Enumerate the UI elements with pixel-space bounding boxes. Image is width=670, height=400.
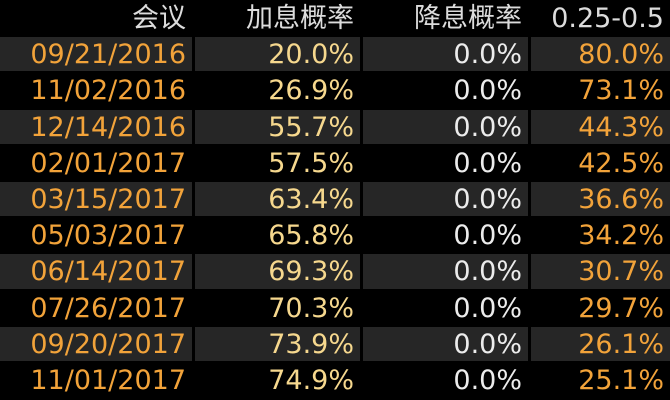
range-probability: 34.2% [578, 220, 664, 252]
cut-probability: 0.0% [453, 220, 522, 252]
cut-probability: 0.0% [453, 147, 522, 179]
cut-probability: 0.0% [363, 37, 528, 72]
meeting-date: 05/03/2017 [30, 220, 186, 252]
cut-probability: 0.0% [453, 292, 522, 324]
range-probability: 44.3% [531, 109, 670, 144]
meeting-date: 11/01/2017 [30, 365, 186, 396]
hike-probability: 20.0% [195, 37, 360, 72]
column-header: 加息概率 [246, 3, 354, 34]
range-probability: 80.0% [531, 37, 670, 72]
column-header: 降息概率 [414, 3, 522, 34]
meeting-date: 09/21/2016 [0, 37, 192, 72]
column-header: 0.25-0.5 [551, 3, 664, 34]
cut-probability: 0.0% [453, 75, 522, 107]
meeting-date: 09/20/2017 [0, 326, 192, 361]
cut-probability: 0.0% [363, 326, 528, 361]
range-probability: 73.1% [578, 75, 664, 107]
hike-probability: 55.7% [195, 109, 360, 144]
range-probability: 29.7% [578, 292, 664, 324]
meeting-date: 03/15/2017 [0, 182, 192, 217]
range-probability: 26.1% [531, 326, 670, 361]
hike-probability: 74.9% [268, 365, 354, 396]
hike-probability: 63.4% [195, 182, 360, 217]
hike-probability: 26.9% [268, 75, 354, 107]
meeting-date: 07/26/2017 [30, 292, 186, 324]
range-probability: 36.6% [531, 182, 670, 217]
cut-probability: 0.0% [363, 109, 528, 144]
cut-probability: 0.0% [363, 182, 528, 217]
cut-probability: 0.0% [363, 254, 528, 289]
cut-probability: 0.0% [453, 365, 522, 396]
meeting-date: 12/14/2016 [0, 109, 192, 144]
hike-probability: 70.3% [268, 292, 354, 324]
hike-probability: 73.9% [195, 326, 360, 361]
hike-probability: 69.3% [195, 254, 360, 289]
column-header: 会议 [132, 3, 186, 34]
range-probability: 30.7% [531, 254, 670, 289]
meeting-date: 02/01/2017 [30, 147, 186, 179]
meeting-date: 11/02/2016 [30, 75, 186, 107]
range-probability: 42.5% [578, 147, 664, 179]
range-probability: 25.1% [578, 365, 664, 396]
hike-probability: 57.5% [268, 147, 354, 179]
meeting-date: 06/14/2017 [0, 254, 192, 289]
hike-probability: 65.8% [268, 220, 354, 252]
